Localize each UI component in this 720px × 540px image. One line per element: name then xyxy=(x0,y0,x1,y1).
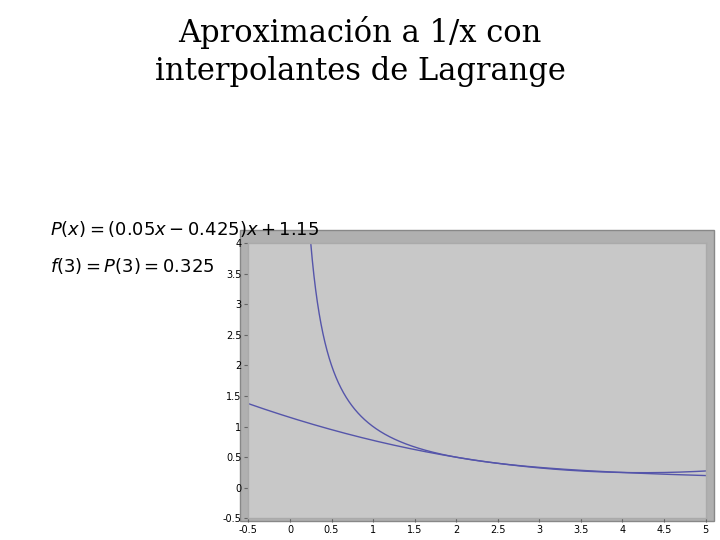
Text: $P(x) = (0.05x - 0.425)x + 1.15$: $P(x) = (0.05x - 0.425)x + 1.15$ xyxy=(50,219,320,239)
Text: $f(3) = P(3) = 0.325$: $f(3) = P(3) = 0.325$ xyxy=(50,256,215,276)
Text: Aproximación a 1/x con
interpolantes de Lagrange: Aproximación a 1/x con interpolantes de … xyxy=(155,16,565,87)
